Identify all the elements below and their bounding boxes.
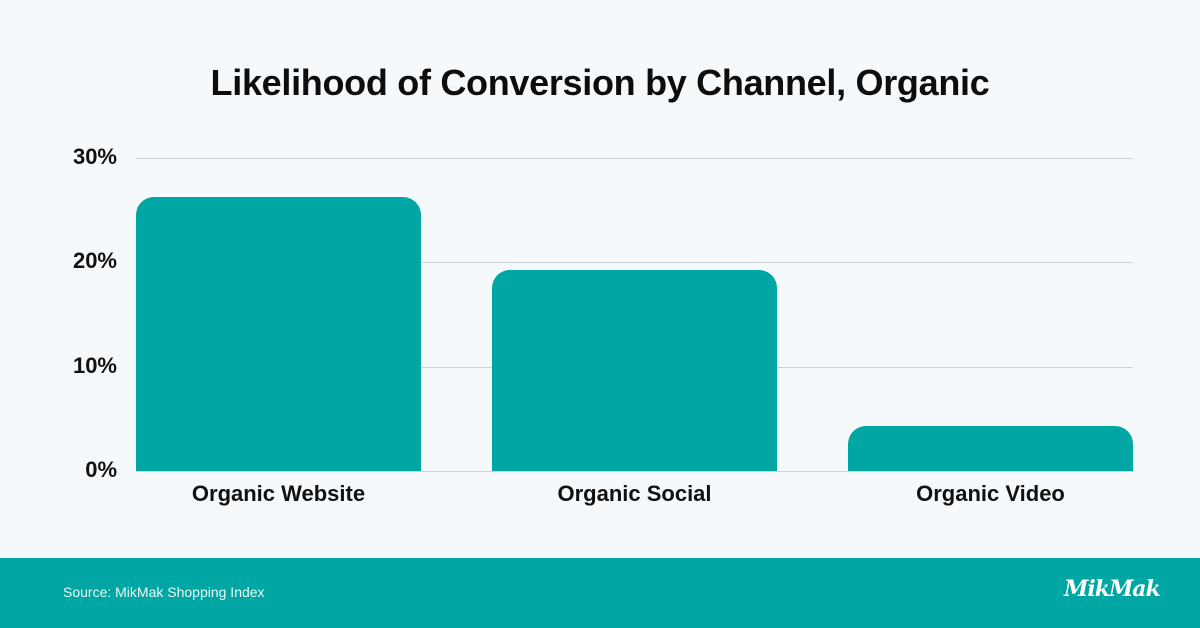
- y-tick-0: 0%: [85, 457, 117, 482]
- bar-organic-video: [848, 426, 1133, 471]
- plot-area: [136, 158, 1133, 472]
- source-note: Source: MikMak Shopping Index: [63, 584, 265, 600]
- x-label-organic-website: Organic Website: [191, 481, 366, 506]
- chart-title: Likelihood of Conversion by Channel, Org…: [210, 62, 990, 103]
- y-tick-20: 20%: [72, 248, 117, 273]
- x-label-organic-social: Organic Social: [557, 481, 712, 506]
- mikmak-logo: MikMak: [1064, 576, 1161, 602]
- gridline-20: [136, 262, 1133, 263]
- x-label-organic-video: Organic Video: [916, 481, 1065, 506]
- y-tick-10: 10%: [72, 353, 117, 378]
- gridline-30: [136, 158, 1133, 159]
- y-tick-30: 30%: [72, 144, 117, 169]
- gridline-0: [136, 471, 1133, 472]
- bar-organic-website: [136, 196, 421, 471]
- footer-bar: Source: MikMak Shopping Index MikMak: [0, 558, 1200, 628]
- bar-organic-social: [492, 269, 777, 471]
